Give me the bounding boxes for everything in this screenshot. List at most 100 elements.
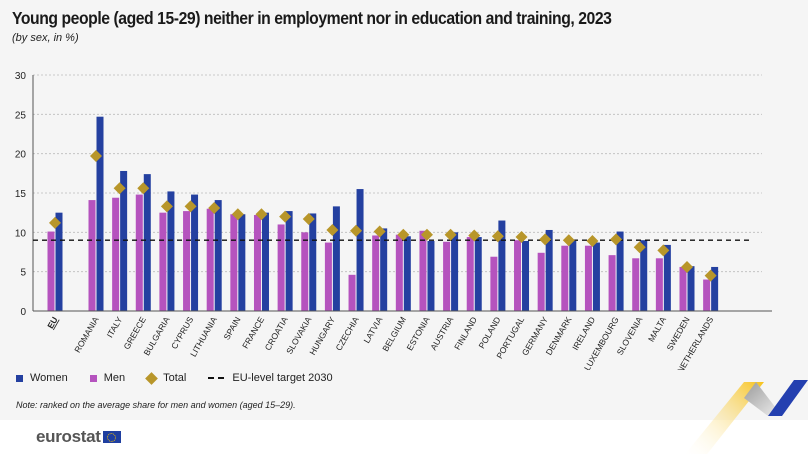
bar-women [522, 240, 530, 311]
bar-men [301, 232, 309, 311]
bar-women [427, 240, 435, 311]
x-tick-label: FRANCE [240, 315, 266, 351]
dashed-line-icon [208, 377, 225, 379]
bar-women [687, 266, 695, 311]
y-tick-label: 30 [15, 71, 27, 82]
eurostat-logo: eurostat [36, 427, 121, 447]
bar-men [348, 274, 356, 311]
y-tick-label: 20 [15, 150, 27, 161]
total-marker [49, 216, 61, 229]
legend-label: Total [163, 372, 187, 384]
total-marker [255, 208, 268, 221]
total-marker [231, 208, 244, 221]
bar-women [332, 206, 340, 311]
total-marker [113, 182, 126, 195]
women-swatch [16, 374, 23, 382]
bar-men [608, 255, 616, 311]
bar-women [663, 244, 671, 311]
bar-men [135, 194, 143, 311]
x-tick-label: GREECE [121, 315, 148, 351]
bar-men [277, 224, 285, 311]
bar-women [167, 191, 175, 311]
y-tick-label: 15 [15, 189, 27, 200]
bar-men [561, 245, 569, 311]
x-tick-label: POLAND [476, 315, 502, 350]
bar-men [514, 240, 522, 311]
x-tick-label: ROMANIA [72, 315, 101, 355]
legend-women: Women [16, 372, 68, 384]
bar-men [253, 215, 261, 311]
bar-women [55, 212, 63, 311]
total-marker [184, 200, 197, 213]
bar-women [96, 116, 104, 312]
y-tick-label: 10 [15, 228, 27, 239]
total-marker [633, 241, 646, 254]
legend-label: EU-level target 2030 [232, 372, 333, 384]
chart-panel [0, 0, 808, 420]
total-marker [420, 228, 433, 241]
bar-women [474, 237, 482, 311]
bar-women [640, 240, 648, 311]
x-tick-label: ITALY [105, 315, 125, 340]
bar-women [451, 232, 459, 311]
y-tick-label: 5 [20, 268, 26, 279]
total-marker [160, 200, 173, 213]
total-marker [491, 230, 504, 243]
x-tick-label: LATVIA [361, 315, 384, 345]
bar-women [403, 236, 411, 311]
bar-women [143, 174, 151, 311]
bar-men [206, 208, 214, 311]
total-marker [397, 228, 410, 241]
bar-men [324, 242, 332, 311]
legend-total: Total [145, 371, 187, 385]
bar-women [616, 231, 624, 311]
bar-women [569, 240, 577, 311]
total-marker [562, 234, 575, 247]
y-tick-label: 0 [20, 307, 26, 318]
legend-men: Men [89, 372, 125, 384]
x-tick-label: MALTA [646, 315, 668, 344]
bar-men [112, 197, 120, 311]
y-tick-label: 25 [15, 110, 27, 121]
bar-men [703, 279, 711, 311]
men-swatch [89, 374, 97, 382]
bar-women [238, 214, 246, 311]
bar-women [592, 242, 600, 311]
total-marker [137, 182, 150, 195]
bar-women [261, 212, 269, 311]
total-marker [657, 244, 670, 257]
total-marker [586, 234, 599, 247]
bar-women [711, 266, 719, 311]
bar-men [632, 258, 640, 311]
eu-flag-icon [102, 431, 121, 443]
bar-men [419, 230, 427, 311]
bar-men [443, 241, 451, 311]
x-tick-label: FINLAND [452, 315, 479, 352]
total-marker [302, 212, 315, 225]
decorative-ribbon [685, 380, 808, 454]
bar-men [537, 252, 545, 311]
x-tick-label: EU [45, 315, 60, 330]
bar-men [466, 237, 474, 311]
bar-women [498, 220, 506, 311]
bar-men [159, 212, 167, 311]
total-marker [681, 260, 693, 273]
logo-text: eurostat [36, 427, 101, 446]
total-marker [610, 233, 623, 246]
legend-label: Women [30, 372, 68, 384]
bar-women [309, 213, 317, 311]
bar-women [356, 189, 364, 311]
bar-men [584, 245, 592, 311]
x-tick-label: CYPRUS [169, 315, 196, 351]
total-marker [539, 233, 552, 246]
total-marker [350, 224, 363, 237]
total-marker [90, 150, 102, 163]
bar-men [47, 231, 55, 311]
bar-men [183, 211, 191, 311]
legend: Women Men Total EU-level target 2030 [16, 371, 355, 385]
total-marker [326, 223, 339, 236]
bar-men [679, 266, 687, 311]
total-marker [515, 231, 528, 244]
bar-women [120, 170, 128, 311]
